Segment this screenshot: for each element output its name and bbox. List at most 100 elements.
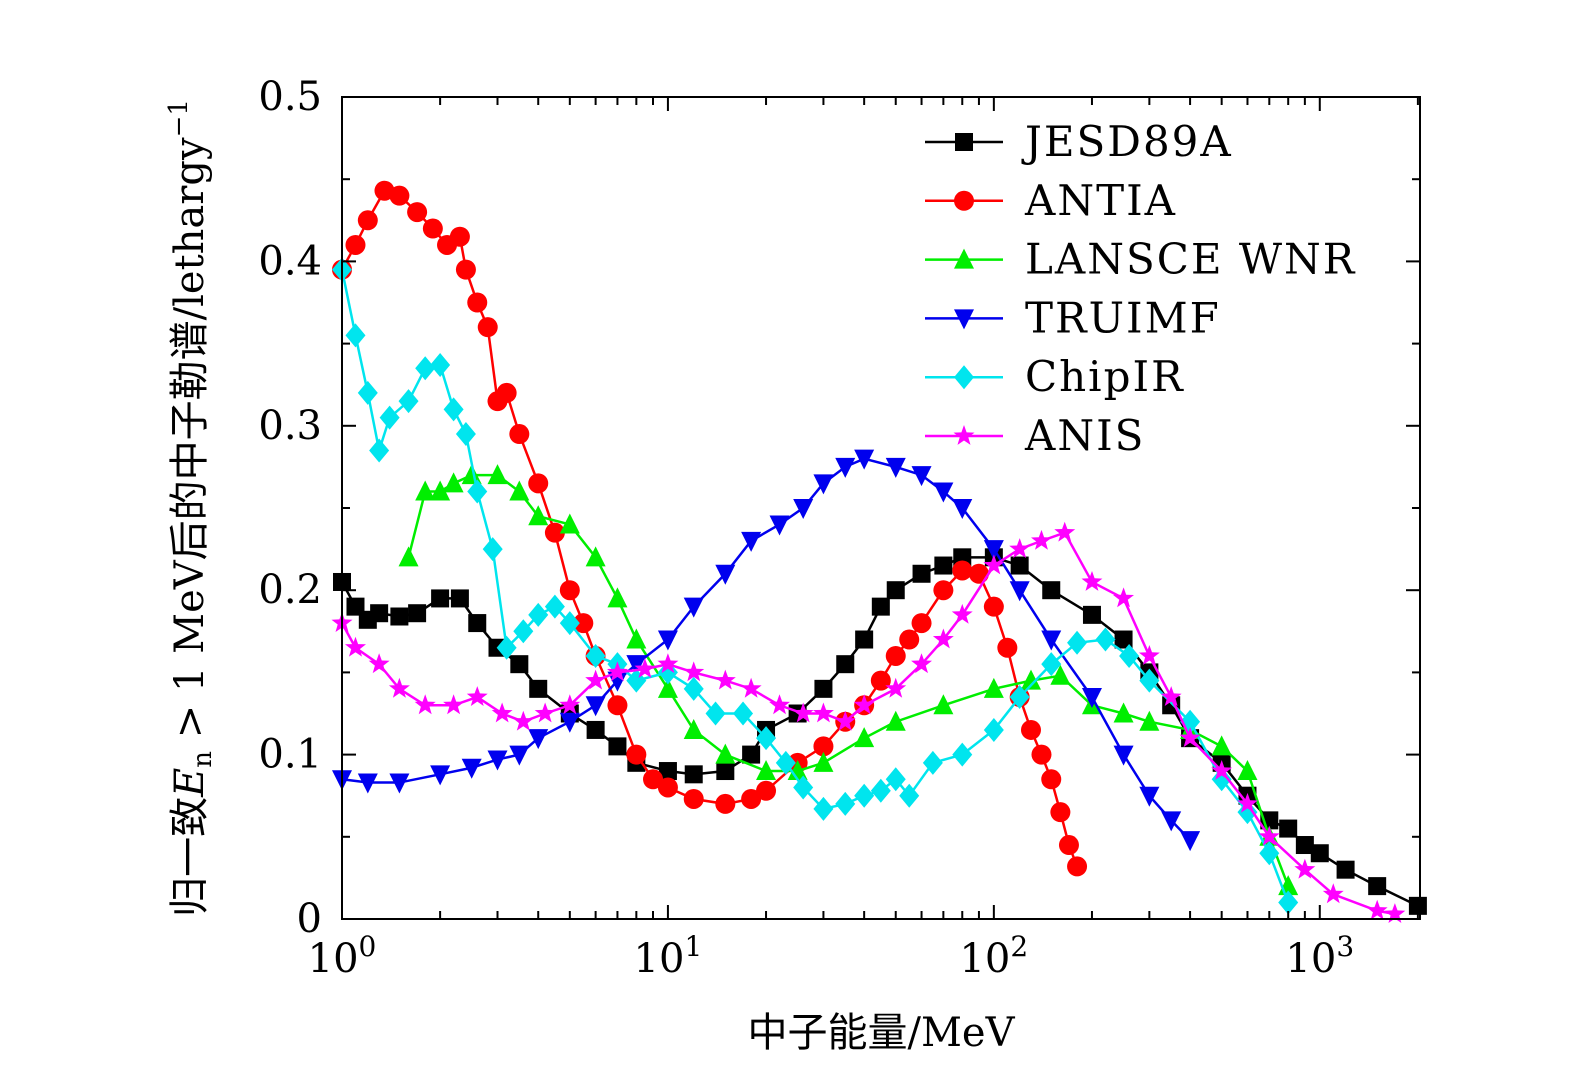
data-point-circle <box>657 777 678 798</box>
data-point-triangle-down <box>487 750 508 771</box>
data-point-circle <box>643 769 664 790</box>
data-point-star <box>813 702 834 723</box>
data-point-triangle-down <box>528 729 549 750</box>
data-point-square <box>1310 844 1329 863</box>
data-point-circle <box>813 736 834 757</box>
data-point-square <box>1114 630 1133 649</box>
y-tick-label: 0.1 <box>258 732 322 778</box>
data-point-star <box>885 677 907 698</box>
data-point-triangle-up <box>983 677 1004 698</box>
data-point-diamond <box>835 791 856 816</box>
data-point-triangle-up <box>933 694 954 715</box>
data-point-diamond <box>1278 890 1299 915</box>
data-point-star <box>983 554 1005 575</box>
data-point-circle <box>1058 835 1079 856</box>
data-point-triangle-down <box>1180 831 1201 852</box>
x-tick-base: 10 <box>959 936 1010 982</box>
data-point-square <box>586 720 605 739</box>
data-point-triangle-up <box>885 710 906 731</box>
data-point-square <box>1010 556 1029 575</box>
x-tick-exp: 0 <box>359 930 377 963</box>
data-point-square <box>408 604 427 623</box>
series-line <box>340 189 1079 867</box>
data-point-square <box>955 133 973 151</box>
data-point-diamond <box>683 676 704 701</box>
data-point-diamond <box>705 701 726 726</box>
data-point-diamond <box>482 537 503 562</box>
data-point-triangle-down <box>430 765 451 786</box>
data-point-triangle-down <box>933 482 954 503</box>
data-point-star <box>1160 686 1182 706</box>
data-point-diamond <box>467 479 488 504</box>
data-point-triangle-down <box>1009 581 1030 602</box>
data-point-star <box>585 669 607 690</box>
data-point-diamond <box>1009 685 1030 710</box>
x-tick-label: 101 <box>634 930 703 982</box>
data-point-triangle-up <box>1020 669 1041 690</box>
data-point-square <box>871 597 890 616</box>
data-point-diamond <box>952 742 973 767</box>
data-point-circle <box>607 695 628 716</box>
data-point-circle <box>467 292 488 313</box>
series-jesd89a <box>333 548 1427 915</box>
y-tick-label: 0.2 <box>258 567 322 613</box>
data-point-square <box>1368 877 1387 896</box>
data-point-circle <box>1050 802 1071 823</box>
data-point-diamond <box>1041 652 1062 677</box>
data-point-triangle-up <box>1237 760 1258 781</box>
data-point-circle <box>933 580 954 601</box>
data-point-diamond <box>443 397 464 422</box>
y-label-sub: n <box>188 751 218 768</box>
data-point-triangle-down <box>509 745 530 766</box>
data-point-star <box>491 702 513 723</box>
data-point-square <box>886 581 905 600</box>
legend-label: JESD89A <box>1021 117 1233 166</box>
data-point-square <box>934 556 953 575</box>
y-label-var: E <box>167 768 213 798</box>
data-point-circle <box>449 226 470 247</box>
data-point-diamond <box>870 778 891 803</box>
data-point-star <box>1322 883 1344 904</box>
data-point-triangle-down <box>683 597 704 618</box>
data-point-triangle-down <box>357 773 378 794</box>
data-point-square <box>608 737 627 756</box>
y-label-prefix: 归一致 <box>167 797 213 917</box>
data-point-diamond <box>1095 627 1116 652</box>
legend-item: ANTIA <box>925 176 1175 225</box>
data-point-circle <box>544 522 565 543</box>
data-point-square <box>450 589 469 608</box>
data-point-star <box>1294 858 1316 879</box>
series-truimf <box>332 449 1201 852</box>
data-point-triangle-down <box>983 540 1004 561</box>
data-point-square <box>742 745 761 764</box>
data-point-diamond <box>1237 800 1258 825</box>
data-point-square <box>529 679 548 698</box>
data-point-circle <box>756 780 777 801</box>
data-point-circle <box>422 218 443 239</box>
data-point-square <box>658 762 677 781</box>
series-layer <box>331 180 1427 923</box>
data-point-diamond <box>885 767 906 792</box>
data-point-circle <box>626 744 647 765</box>
x-tick-label: 103 <box>1285 930 1354 982</box>
data-point-triangle-up <box>657 677 678 698</box>
data-point-star <box>1081 571 1103 591</box>
data-point-circle <box>389 185 410 206</box>
data-point-star <box>932 628 954 649</box>
data-point-star <box>953 425 975 445</box>
data-point-circle <box>683 788 704 809</box>
data-point-diamond <box>922 750 943 775</box>
data-point-star <box>951 603 973 624</box>
data-point-star <box>714 669 736 690</box>
y-label-sup: −1 <box>164 99 194 137</box>
legend-item: LANSCE WNR <box>925 235 1354 284</box>
data-point-circle <box>345 234 366 255</box>
data-point-triangle-up <box>487 464 508 485</box>
x-tick-exp: 3 <box>1336 930 1354 963</box>
data-point-diamond <box>559 611 580 636</box>
data-point-square <box>390 607 409 626</box>
data-point-triangle-down <box>1041 630 1062 651</box>
data-point-diamond <box>775 750 796 775</box>
data-point-square <box>855 630 874 649</box>
data-point-diamond <box>496 635 517 660</box>
